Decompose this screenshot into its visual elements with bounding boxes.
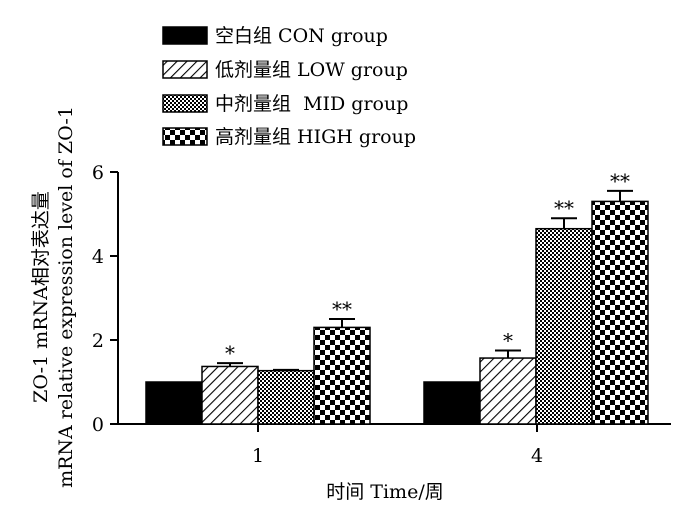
legend-swatch-con [162,26,208,45]
significance-star-s3-c1: ** [610,169,630,193]
legend-label-low: 低剂量组 LOW group [215,59,408,81]
significance-star-s2-c1: ** [554,196,574,220]
x-ticks: 1 4 [252,424,543,467]
x-tick-label-1: 4 [531,445,543,467]
legend-label-con: 空白组 CON group [215,25,388,47]
legend-swatch-mid [162,94,208,113]
y-tick-label-3: 6 [92,162,104,184]
x-tick-label-0: 1 [252,445,264,467]
y-axis-title-line2: mRNA relative expression level of ZO-1 [55,106,77,488]
legend-label-high: 高剂量组 HIGH group [215,126,416,148]
y-ticks: 0 2 4 6 [92,162,118,436]
significance-star-s1-c0: * [225,341,235,365]
bar-s1-c1 [479,357,537,425]
y-tick-label-2: 4 [92,246,104,268]
bar-s3-c1 [591,200,649,425]
bar-s0-c1 [423,381,481,425]
y-axis-title-line1: ZO-1 mRNA相对表达量 [30,191,52,403]
x-axis-title: 时间 Time/周 [326,481,443,503]
bar-s1-c0 [201,365,259,425]
significance-star-s3-c0: ** [332,297,352,321]
significance-star-s1-c1: * [503,329,513,353]
y-tick-label-1: 2 [92,330,104,352]
bar-s0-c0 [145,381,203,425]
legend: 空白组 CON group 低剂量组 LOW group 中剂量组 MID gr… [162,25,416,148]
legend-swatch-high [162,127,208,146]
bar-s3-c0 [313,326,371,425]
legend-swatch-low [162,60,208,79]
bar-s2-c1 [535,227,593,425]
legend-label-mid: 中剂量组 MID group [215,93,408,115]
bars-layer: ******** [145,169,649,425]
bar-s2-c0 [257,369,315,425]
y-tick-label-0: 0 [92,414,104,436]
